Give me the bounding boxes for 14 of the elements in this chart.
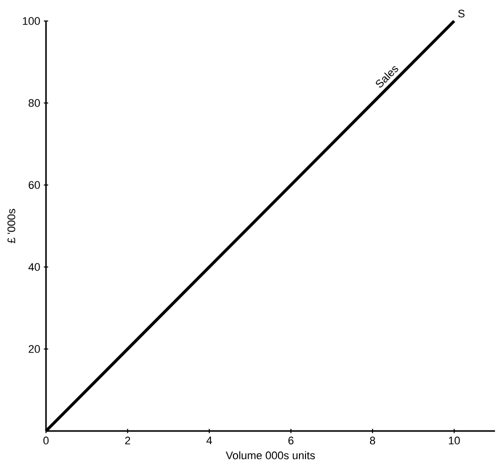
x-tick-label: 6 — [288, 436, 294, 444]
y-tick-label: 80 — [28, 99, 40, 107]
x-tick-label: 2 — [125, 436, 130, 444]
x-tick-label: 0 — [43, 436, 49, 444]
x-axis-title: Volume 000s units — [226, 451, 315, 460]
x-tick-label: 8 — [370, 436, 376, 444]
x-tick-label: 10 — [448, 436, 460, 444]
y-tick-label: 20 — [28, 345, 40, 353]
y-tick-label: 100 — [22, 17, 40, 25]
y-tick-label: 40 — [28, 263, 40, 271]
y-tick-label: 60 — [28, 181, 40, 189]
x-tick-label: 4 — [206, 436, 212, 444]
y-axis-title: £ '000s — [7, 208, 16, 244]
annotation: S — [458, 10, 465, 18]
